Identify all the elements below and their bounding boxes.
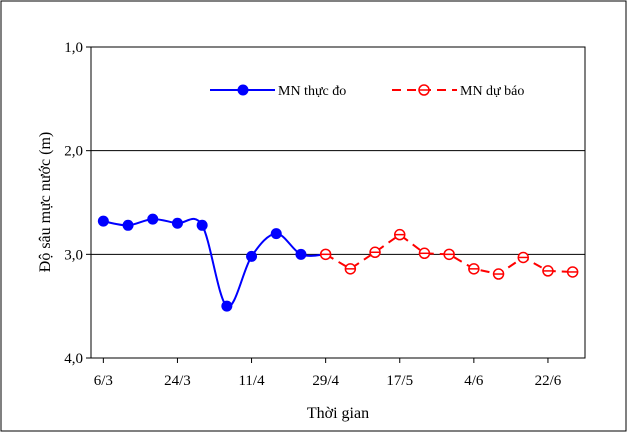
x-tick-label: 6/3 (94, 373, 113, 389)
data-point (295, 248, 307, 260)
x-tick-label: 24/3 (164, 373, 191, 389)
y-tick-label: 3,0 (64, 247, 83, 263)
data-point (122, 219, 134, 231)
y-tick-label: 2,0 (64, 144, 83, 160)
series-layer (97, 213, 579, 312)
x-tick-label: 22/6 (535, 373, 562, 389)
data-point (196, 219, 208, 231)
data-point (171, 217, 183, 229)
legend-label-forecast: MN dự báo (460, 84, 524, 99)
legend-marker-measured (237, 84, 249, 96)
x-tick-label: 11/4 (238, 373, 265, 389)
data-point (221, 300, 233, 312)
data-point (246, 250, 258, 262)
grid-lines (91, 150, 585, 255)
y-axis-title: Độ sâu mực nước (m) (37, 132, 54, 272)
series-line-0 (103, 217, 326, 308)
plot-area (90, 46, 586, 359)
x-tick-label: 29/4 (312, 373, 339, 389)
y-tick-label: 1,0 (64, 40, 83, 56)
data-point (147, 213, 159, 225)
data-point (97, 215, 109, 227)
x-axis-title: Thời gian (307, 405, 369, 422)
y-tick-label: 4,0 (64, 351, 83, 367)
legend: MN thực đo MN dự báo (210, 84, 524, 99)
x-axis-ticks: 6/3 24/3 11/4 29/4 17/5 4/6 22/6 (94, 358, 562, 389)
y-axis-ticks: 1,0 2,0 3,0 4,0 (64, 40, 91, 367)
legend-label-measured: MN thực đo (278, 84, 346, 99)
data-point (270, 228, 282, 240)
x-tick-label: 17/5 (386, 373, 413, 389)
x-tick-label: 4/6 (464, 373, 484, 389)
series-line-1 (325, 233, 573, 276)
